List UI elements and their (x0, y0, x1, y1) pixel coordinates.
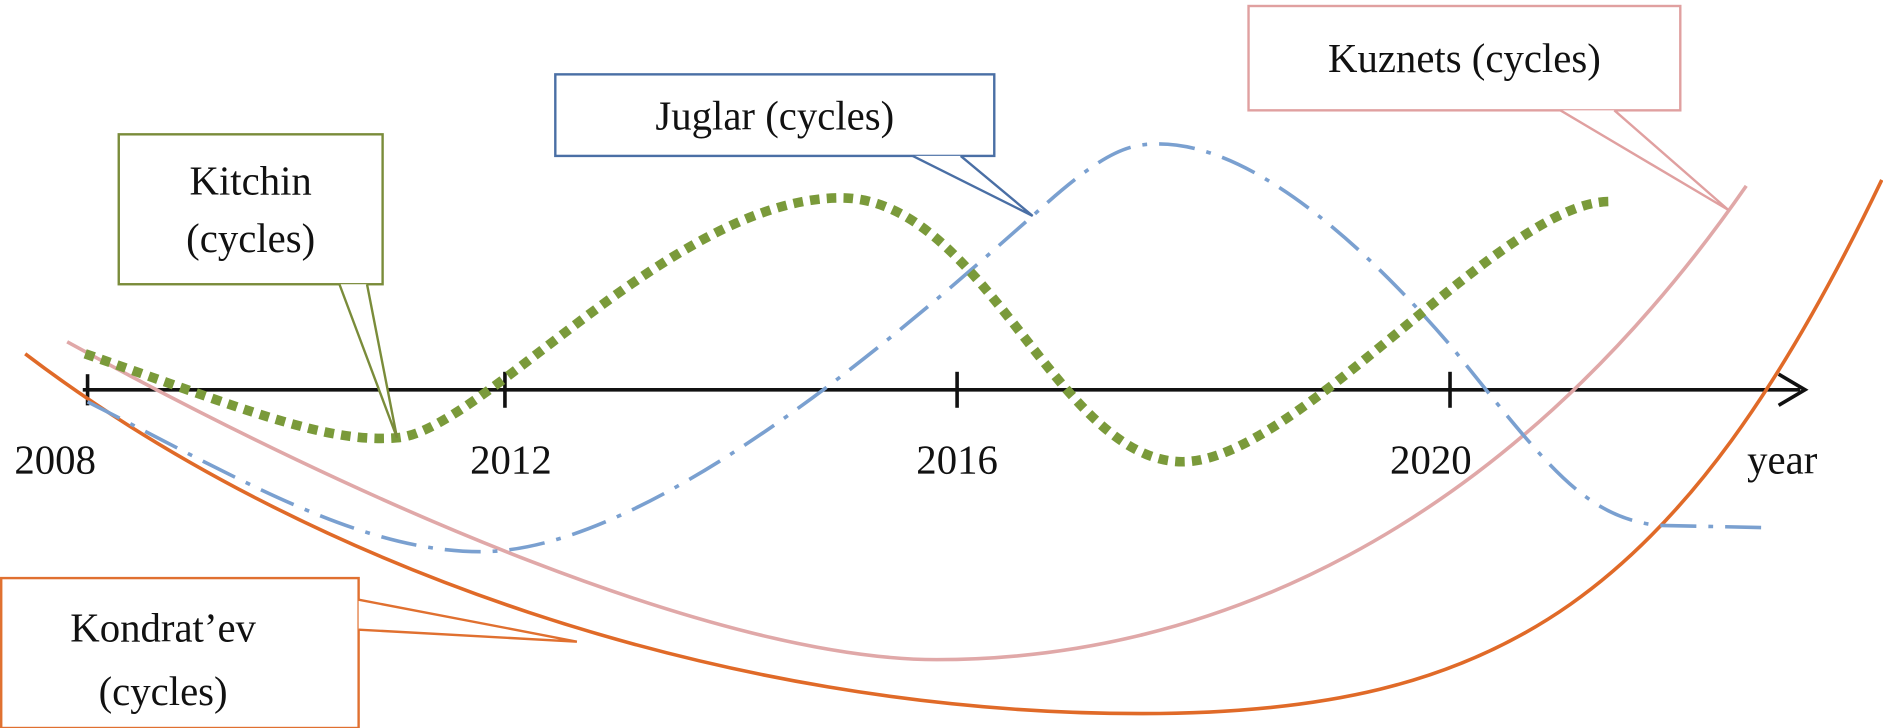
tick-label: 2020 (1390, 438, 1472, 483)
kondratev-callout: Kondrat’ev (cycles) (0, 576, 578, 728)
kitchin-callout: Kitchin (cycles) (117, 133, 399, 439)
axis-label: year (1747, 438, 1818, 483)
callout-text: Kitchin (190, 158, 312, 203)
callout-text: Kuznets (cycles) (1328, 36, 1601, 81)
tick-label: 2016 (916, 438, 998, 483)
juglar-curve (86, 142, 1771, 554)
kondratev-curve (24, 179, 1883, 716)
kuznets-callout: Kuznets (cycles) (1247, 4, 1730, 211)
callout-text: (cycles) (99, 669, 228, 714)
callout-text: (cycles) (186, 216, 315, 261)
juglar-callout: Juglar (cycles) (554, 73, 1034, 217)
tick-label: 2012 (470, 438, 552, 483)
callout-text: Juglar (cycles) (655, 94, 894, 139)
kuznets-curve (66, 184, 1748, 662)
kitchin-curve (83, 193, 1609, 467)
tick-label: 2008 (14, 438, 96, 483)
callout-text: Kondrat’ev (70, 606, 256, 651)
axis-arrow (1777, 372, 1809, 407)
axis-ticks (85, 371, 1452, 408)
